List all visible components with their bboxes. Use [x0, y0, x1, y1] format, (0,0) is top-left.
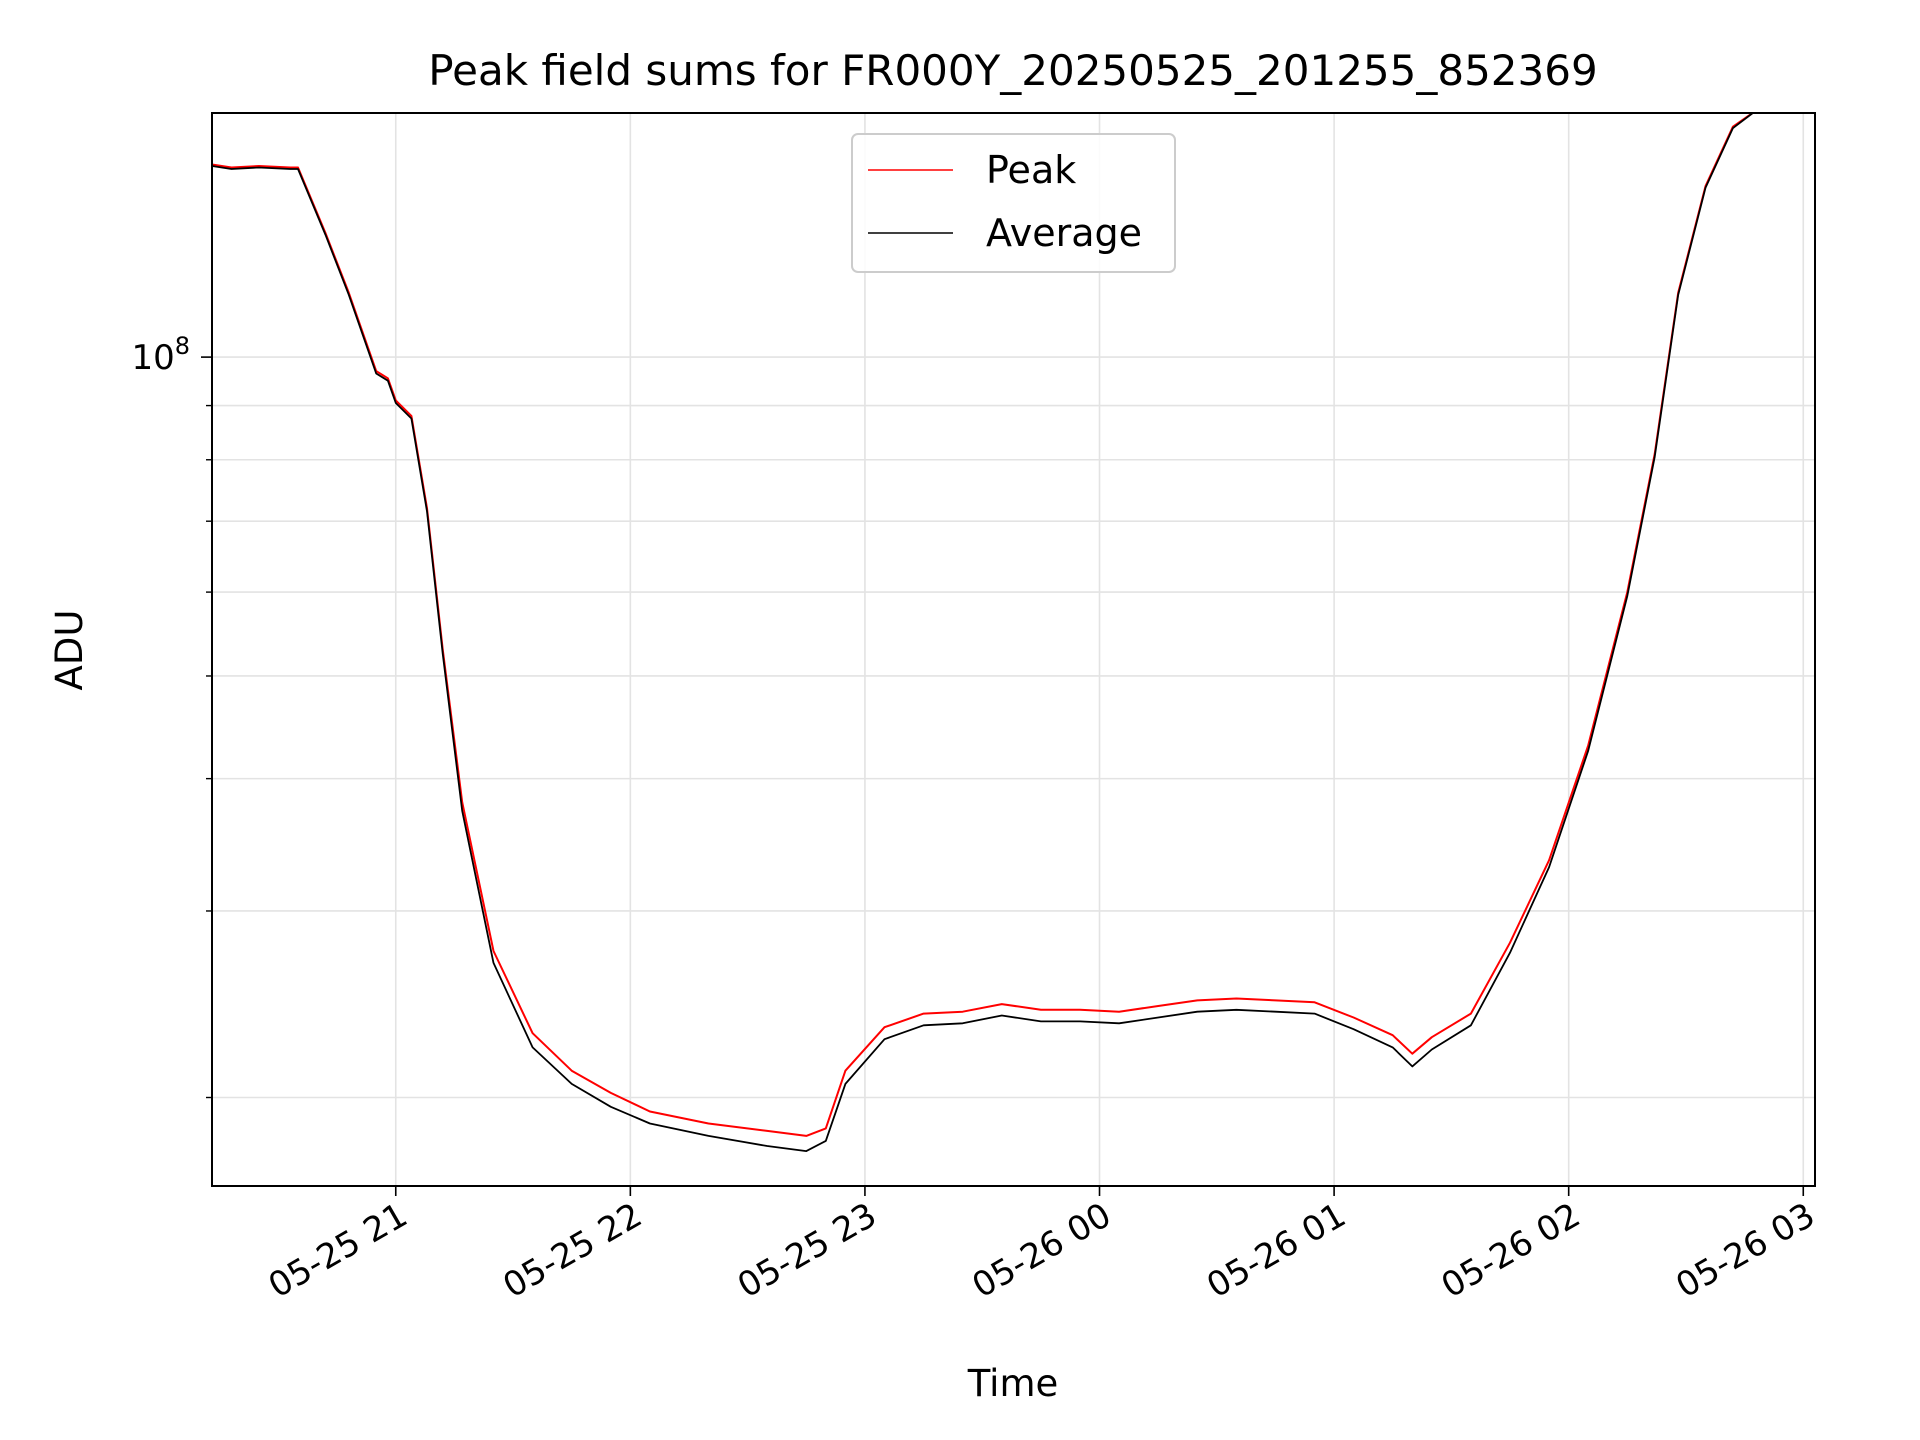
- grid: [212, 113, 1815, 1186]
- legend-label-peak: Peak: [986, 148, 1076, 192]
- plot-area: [212, 113, 1755, 1152]
- legend-box: [851, 133, 1176, 273]
- x-axis-label: Time: [967, 1362, 1059, 1405]
- y-axis-label: ADU: [48, 610, 91, 691]
- y-tick-label: 108: [131, 332, 190, 378]
- axes-frame: [211, 112, 1816, 1187]
- y-axis-ticks: 108: [131, 332, 212, 1099]
- legend: Peak Average: [851, 133, 1176, 273]
- chart-title: Peak field sums for FR000Y_20250525_2012…: [428, 46, 1597, 95]
- legend-label-average: Average: [986, 211, 1142, 255]
- series-line-average: [212, 113, 1755, 1152]
